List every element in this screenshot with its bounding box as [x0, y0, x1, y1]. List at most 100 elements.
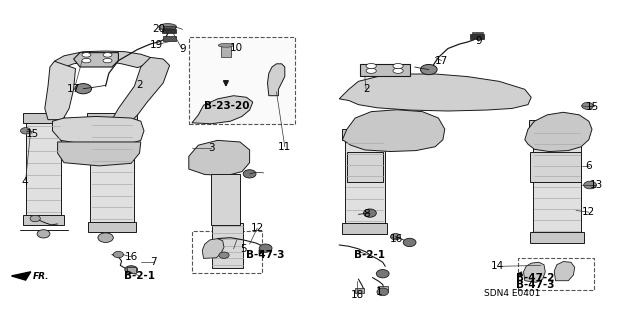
Polygon shape [45, 61, 76, 120]
Text: 9: 9 [476, 36, 482, 47]
Polygon shape [54, 51, 150, 69]
Bar [472, 32, 483, 34]
Text: 16: 16 [125, 252, 138, 262]
Bar [221, 45, 231, 57]
Text: 18: 18 [351, 290, 364, 300]
Text: B-47-3: B-47-3 [516, 279, 554, 290]
Polygon shape [26, 120, 61, 219]
Ellipse shape [390, 234, 401, 240]
Text: 1: 1 [376, 287, 382, 297]
Text: 7: 7 [150, 256, 157, 267]
Ellipse shape [376, 270, 389, 278]
Text: 19: 19 [150, 40, 163, 50]
Text: 4: 4 [21, 177, 28, 187]
Ellipse shape [364, 209, 376, 217]
Ellipse shape [20, 128, 31, 134]
Text: 15: 15 [26, 129, 38, 139]
Bar [470, 34, 484, 39]
Polygon shape [524, 262, 545, 282]
Text: 3: 3 [208, 143, 214, 153]
Polygon shape [345, 137, 385, 226]
Text: 17: 17 [435, 56, 448, 66]
Text: 17: 17 [67, 84, 80, 94]
Ellipse shape [243, 170, 256, 178]
Ellipse shape [82, 53, 91, 57]
Ellipse shape [82, 58, 91, 63]
Polygon shape [342, 110, 445, 152]
Polygon shape [58, 142, 141, 166]
Ellipse shape [377, 288, 388, 296]
Bar [162, 29, 176, 33]
Text: 12: 12 [582, 207, 595, 217]
Ellipse shape [403, 238, 416, 247]
Polygon shape [189, 140, 250, 175]
Polygon shape [74, 53, 118, 67]
Ellipse shape [125, 266, 138, 273]
Ellipse shape [366, 68, 376, 73]
Bar [163, 26, 175, 29]
Bar [127, 267, 136, 273]
Ellipse shape [393, 68, 403, 73]
Ellipse shape [218, 43, 234, 47]
Text: B-23-20: B-23-20 [204, 101, 250, 111]
Ellipse shape [393, 63, 403, 69]
Ellipse shape [219, 252, 229, 258]
Polygon shape [339, 74, 531, 111]
Ellipse shape [582, 102, 593, 109]
Ellipse shape [259, 244, 272, 252]
Ellipse shape [366, 63, 376, 69]
Text: 2: 2 [136, 79, 143, 90]
Text: 2: 2 [363, 84, 369, 94]
Polygon shape [525, 112, 592, 152]
Polygon shape [530, 232, 584, 243]
Polygon shape [23, 113, 65, 123]
Polygon shape [342, 129, 388, 140]
Bar [518, 258, 594, 290]
Polygon shape [342, 223, 387, 234]
Ellipse shape [103, 58, 112, 63]
Polygon shape [530, 152, 581, 182]
Text: B-47-2: B-47-2 [516, 273, 554, 283]
Polygon shape [532, 128, 581, 236]
Bar [355, 288, 364, 293]
Polygon shape [529, 120, 585, 131]
Text: 8: 8 [363, 209, 369, 219]
Text: 20: 20 [152, 24, 165, 34]
Polygon shape [112, 57, 170, 121]
Bar [163, 36, 176, 41]
Ellipse shape [420, 64, 437, 75]
Polygon shape [554, 262, 575, 281]
Polygon shape [87, 113, 137, 123]
Ellipse shape [30, 215, 40, 222]
Polygon shape [360, 64, 410, 76]
Bar [189, 37, 295, 124]
Polygon shape [268, 64, 285, 96]
Text: 16: 16 [390, 234, 403, 244]
Text: FR.: FR. [33, 272, 50, 281]
Bar [192, 231, 262, 273]
Polygon shape [90, 120, 134, 225]
Polygon shape [88, 222, 136, 232]
Text: B-2-1: B-2-1 [354, 250, 385, 260]
Ellipse shape [75, 84, 92, 94]
Polygon shape [211, 174, 240, 225]
Text: 10: 10 [230, 43, 243, 53]
Polygon shape [212, 223, 243, 268]
Text: 5: 5 [240, 244, 246, 254]
Text: 6: 6 [586, 161, 592, 171]
Polygon shape [24, 215, 64, 225]
Polygon shape [52, 116, 144, 145]
Ellipse shape [584, 181, 596, 189]
Text: 9: 9 [179, 44, 186, 55]
Polygon shape [192, 96, 253, 124]
Ellipse shape [98, 233, 113, 242]
Text: 14: 14 [492, 261, 504, 271]
Text: 12: 12 [251, 223, 264, 233]
Polygon shape [202, 239, 224, 258]
Bar [378, 286, 388, 292]
Text: B-47-3: B-47-3 [246, 250, 285, 260]
Text: SDN4 E0401: SDN4 E0401 [484, 289, 540, 298]
Polygon shape [347, 152, 383, 182]
Ellipse shape [113, 251, 124, 258]
Text: 13: 13 [590, 180, 603, 190]
